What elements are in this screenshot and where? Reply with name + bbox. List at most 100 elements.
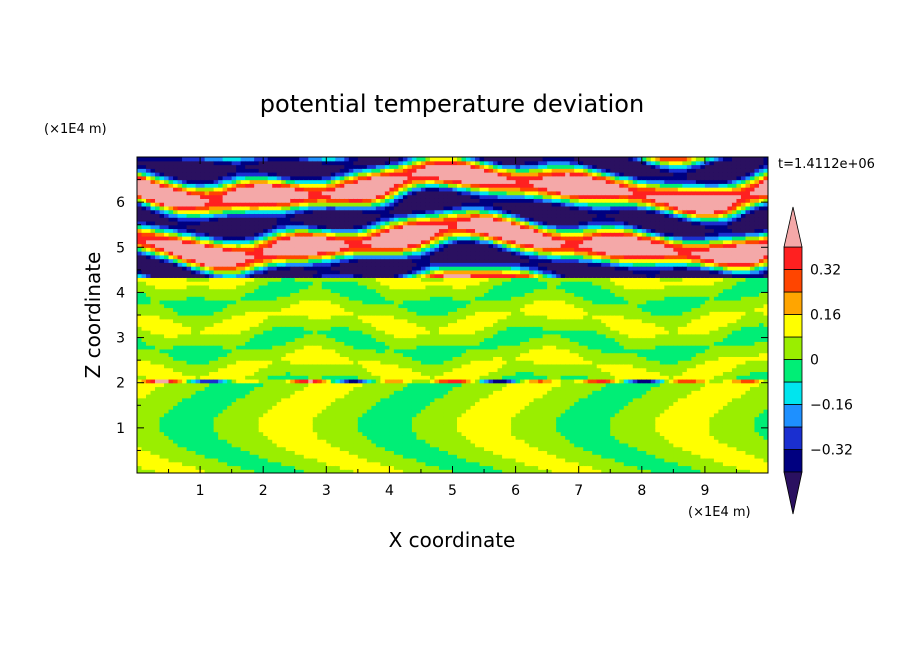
field-cell [321,277,327,282]
field-cell [195,311,201,316]
field-cell [281,262,287,267]
field-cell [254,284,260,290]
field-cell [335,190,341,196]
field-cell [362,401,368,406]
field-cell [375,269,381,275]
field-cell [155,341,161,346]
field-cell [339,198,345,203]
field-cell [303,367,309,373]
field-cell [344,424,350,429]
field-cell [384,266,390,271]
field-cell [240,363,246,369]
field-cell [200,183,206,188]
field-cell [393,322,400,327]
y-unit-label: (×1E4 m) [44,122,107,137]
field-cell [366,416,372,421]
field-cell [321,348,327,354]
field-cell [281,303,287,309]
field-cell [353,394,359,399]
field-cell [195,303,201,309]
field-cell [182,352,188,357]
field-cell [371,172,377,177]
field-cell [290,318,296,324]
field-cell [384,454,390,459]
field-cell [209,442,215,448]
field-cell [218,378,224,384]
field-cell [285,356,291,361]
field-cell [150,405,156,410]
field-cell [362,330,368,335]
field-cell [326,236,332,241]
field-cell [353,390,359,395]
field-cell [312,326,318,331]
field-cell [353,322,359,327]
field-cell [177,322,183,327]
field-cell [213,236,219,241]
field-cell [213,326,219,331]
field-cell [339,292,345,297]
field-cell [335,164,341,169]
field-cell [285,217,291,222]
field-cell [398,348,404,354]
field-cell [222,420,228,425]
field-cell [371,262,377,267]
field-cell [155,243,161,248]
field-cell [258,292,264,297]
field-cell [371,183,377,188]
field-cell [348,236,354,241]
field-cell [285,375,291,380]
field-cell [398,164,404,169]
field-cell [182,326,188,331]
field-cell [137,442,143,448]
field-cell [159,360,165,365]
field-cell [357,322,363,327]
field-cell [348,446,354,452]
field-cell [348,217,354,222]
field-cell [357,416,363,421]
field-cell [213,187,219,192]
field-cell [339,446,345,452]
field-cell [398,405,404,410]
field-cell [204,292,210,297]
field-cell [182,266,188,271]
field-cell [339,288,345,294]
field-cell [308,360,314,365]
field-cell [272,424,278,429]
field-cell [393,378,400,384]
field-cell [258,348,264,354]
field-cell [146,412,152,418]
field-cell [348,469,354,473]
field-cell [303,284,309,290]
field-cell [366,322,372,327]
field-cell [258,160,264,166]
field-cell [366,228,372,233]
field-cell [155,269,161,275]
field-cell [222,363,228,369]
field-cell [375,326,381,331]
field-cell [146,168,152,173]
field-cell [218,367,224,373]
field-cell [213,190,219,196]
field-cell [146,254,152,260]
field-cell [276,247,282,252]
field-cell [375,431,381,436]
field-cell [384,292,390,297]
field-cell [204,326,210,331]
field-cell [195,454,201,459]
field-cell [137,401,143,406]
field-cell [236,232,242,237]
field-cell [249,164,255,169]
field-cell [389,337,395,342]
field-cell [339,220,345,226]
field-cell [357,262,363,267]
field-cell [294,363,300,369]
field-cell [146,239,152,245]
field-cell [393,405,400,410]
field-cell [222,469,228,473]
field-cell [209,164,215,169]
field-cell [177,450,183,455]
field-cell [276,405,282,410]
field-cell [312,424,318,429]
field-cell [258,175,264,181]
field-cell [240,427,246,433]
